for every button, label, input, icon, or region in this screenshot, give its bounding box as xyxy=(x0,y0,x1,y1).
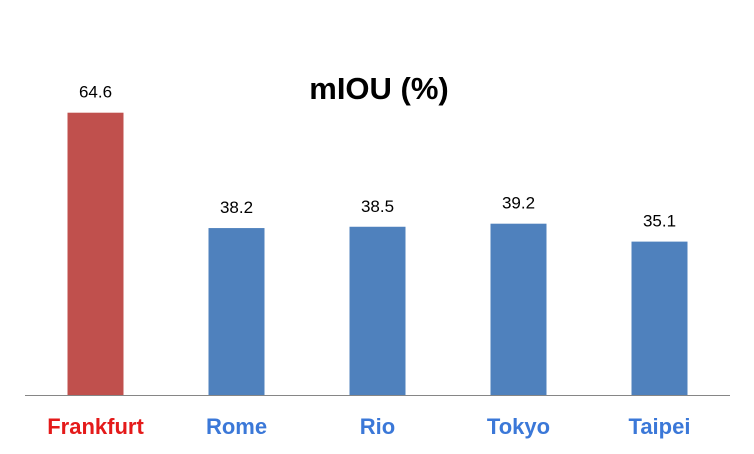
data-label-rome: 38.2 xyxy=(220,198,253,217)
bar-frankfurt xyxy=(67,112,124,395)
data-label-frankfurt: 64.6 xyxy=(79,83,112,102)
data-labels-group: 64.6 38.2 38.5 39.2 35.1 xyxy=(79,83,676,231)
category-label-rio: Rio xyxy=(360,414,395,439)
category-labels-group: Frankfurt Rome Rio Tokyo Taipei xyxy=(47,414,690,439)
category-label-tokyo: Tokyo xyxy=(487,414,550,439)
category-label-taipei: Taipei xyxy=(629,414,691,439)
data-label-rio: 38.5 xyxy=(361,197,394,216)
data-label-tokyo: 39.2 xyxy=(502,194,535,213)
chart-title: mIOU (%) xyxy=(309,71,449,106)
data-label-taipei: 35.1 xyxy=(643,212,676,231)
bar-rome xyxy=(208,228,265,395)
bars-group xyxy=(67,112,688,395)
bar-tokyo xyxy=(490,223,547,395)
bar-rio xyxy=(349,226,406,395)
bar-taipei xyxy=(631,241,688,395)
category-label-rome: Rome xyxy=(206,414,267,439)
category-label-frankfurt: Frankfurt xyxy=(47,414,144,439)
